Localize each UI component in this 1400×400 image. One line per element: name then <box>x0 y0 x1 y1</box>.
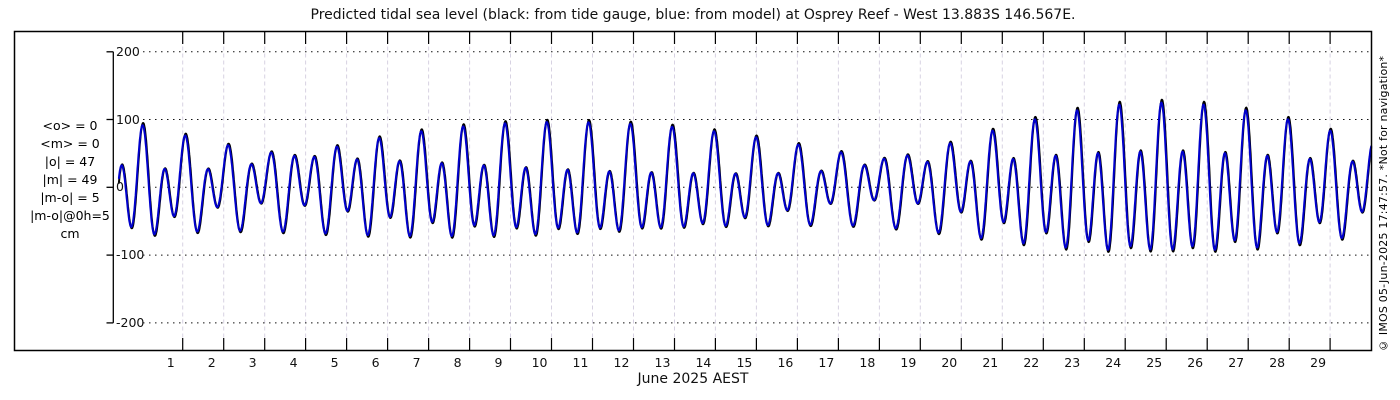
y-tick-label: -100 <box>116 247 145 263</box>
stat-mean-model: <m> = 0 <box>40 136 100 151</box>
x-tick-label: 2 <box>207 355 216 370</box>
stat-abs-model: |m| = 49 <box>42 172 98 187</box>
x-tick-label: 10 <box>531 355 548 370</box>
chart-title: Predicted tidal sea level (black: from t… <box>310 7 1076 23</box>
x-tick-label: 16 <box>777 355 794 370</box>
y-axis <box>106 51 114 324</box>
x-tick-label: 18 <box>859 355 876 370</box>
x-tick-label: 11 <box>572 355 589 370</box>
x-tick-label: 28 <box>1269 355 1286 370</box>
y-tick-label: 200 <box>116 43 140 59</box>
imos-watermark: © IMOS 05-Jun-2025 17:47:57. *Not for na… <box>1377 55 1390 352</box>
x-tick-label: 15 <box>736 355 753 370</box>
x-tick-label: 23 <box>1064 355 1081 370</box>
x-tick-label: 19 <box>900 355 917 370</box>
x-tick-label: 22 <box>1023 355 1040 370</box>
y-tick-label: 100 <box>116 111 140 127</box>
x-tick-label: 21 <box>982 355 999 370</box>
x-tick-label: 9 <box>494 355 503 370</box>
x-tick-label: 12 <box>613 355 630 370</box>
stat-abs-diff-0h: |m-o|@0h=5 <box>30 208 110 223</box>
x-tick-label: 5 <box>330 355 339 370</box>
stat-abs-observed: |o| = 47 <box>44 154 96 169</box>
x-tick-label: 3 <box>248 355 257 370</box>
tide-curves <box>117 98 1373 253</box>
x-tick-label: 26 <box>1187 355 1204 370</box>
x-tick-label: 24 <box>1105 355 1122 370</box>
x-tick-label: 25 <box>1146 355 1163 370</box>
x-tick-label: 20 <box>941 355 958 370</box>
plot-border <box>13 30 1373 352</box>
x-tick-label: 8 <box>453 355 462 370</box>
stat-abs-diff: |m-o| = 5 <box>40 190 100 205</box>
vertical-gridlines <box>182 32 1331 350</box>
x-tick-label: 27 <box>1228 355 1245 370</box>
x-tick-label: 17 <box>818 355 835 370</box>
x-tick-label: 7 <box>412 355 421 370</box>
x-tick-label: 1 <box>166 355 175 370</box>
x-axis-title: June 2025 AEST <box>637 371 749 387</box>
horizontal-gridlines <box>143 51 1371 324</box>
x-axis-ticks <box>182 31 1331 351</box>
x-tick-label: 14 <box>695 355 712 370</box>
x-tick-label: 4 <box>289 355 298 370</box>
stats-block: <o> = 0 <m> = 0 |o| = 47 |m| = 49 |m-o| … <box>14 117 126 243</box>
x-tick-label: 29 <box>1310 355 1327 370</box>
stat-units: cm <box>60 226 80 241</box>
x-tick-label: 13 <box>654 355 671 370</box>
x-tick-label: 6 <box>371 355 380 370</box>
y-tick-label: -200 <box>116 314 145 330</box>
stat-mean-observed: <o> = 0 <box>42 118 98 133</box>
y-tick-label: 0 <box>116 179 124 195</box>
